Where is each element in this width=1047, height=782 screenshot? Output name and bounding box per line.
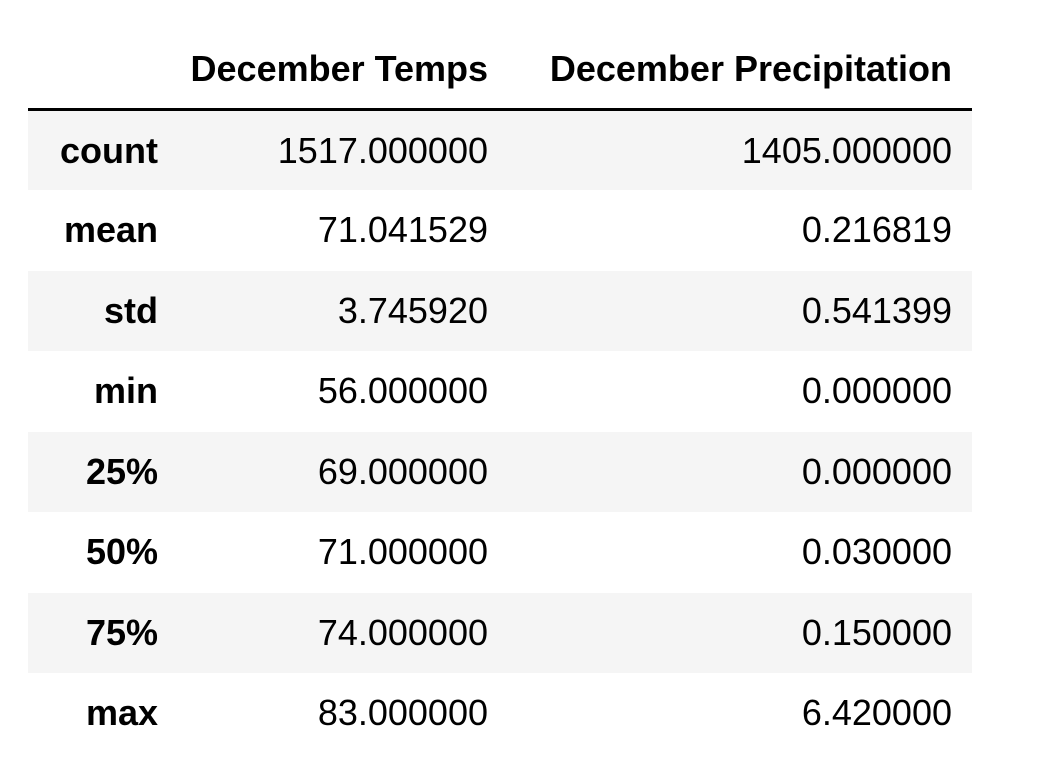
cell-precipitation: 0.216819 bbox=[801, 209, 952, 251]
table-row: max 83.000000 6.420000 bbox=[28, 673, 972, 754]
table-row: min 56.000000 0.000000 bbox=[28, 351, 972, 432]
cell-temps: 69.000000 bbox=[317, 450, 488, 492]
cell-precipitation: 0.541399 bbox=[801, 289, 952, 331]
row-label: 50% bbox=[85, 531, 158, 573]
column-header-december-precipitation: December Precipitation bbox=[508, 30, 972, 111]
cell-precipitation: 0.000000 bbox=[801, 370, 952, 412]
cell-temps: 74.000000 bbox=[317, 611, 488, 653]
cell-precipitation: 1405.000000 bbox=[741, 129, 952, 171]
cell-temps: 71.041529 bbox=[317, 209, 488, 251]
table-row: 25% 69.000000 0.000000 bbox=[28, 431, 972, 512]
cell-precipitation: 0.000000 bbox=[801, 450, 952, 492]
row-label: min bbox=[93, 370, 158, 412]
row-label: count bbox=[60, 129, 158, 171]
row-label: 25% bbox=[85, 450, 158, 492]
row-label: mean bbox=[63, 209, 158, 251]
cell-precipitation: 0.150000 bbox=[801, 611, 952, 653]
table-row: std 3.745920 0.541399 bbox=[28, 270, 972, 351]
row-label: 75% bbox=[85, 611, 158, 653]
cell-temps: 71.000000 bbox=[317, 531, 488, 573]
column-header-december-temps: December Temps bbox=[178, 30, 508, 111]
table-body: count 1517.000000 1405.000000 mean 71.04… bbox=[28, 109, 972, 754]
describe-table: December Temps December Precipitation co… bbox=[28, 30, 972, 754]
cell-temps: 56.000000 bbox=[317, 370, 488, 412]
cell-precipitation: 6.420000 bbox=[801, 692, 952, 734]
dataframe-container: December Temps December Precipitation co… bbox=[28, 30, 972, 754]
table-row: mean 71.041529 0.216819 bbox=[28, 190, 972, 271]
cell-precipitation: 0.030000 bbox=[801, 531, 952, 573]
table-row: 50% 71.000000 0.030000 bbox=[28, 512, 972, 593]
table-row: 75% 74.000000 0.150000 bbox=[28, 592, 972, 673]
header-row: December Temps December Precipitation bbox=[28, 30, 972, 111]
table-row: count 1517.000000 1405.000000 bbox=[28, 109, 972, 190]
table-header: December Temps December Precipitation bbox=[28, 30, 972, 111]
cell-temps: 1517.000000 bbox=[277, 129, 488, 171]
cell-temps: 83.000000 bbox=[317, 692, 488, 734]
cell-temps: 3.745920 bbox=[337, 289, 488, 331]
row-label: std bbox=[104, 289, 158, 331]
row-label: max bbox=[85, 692, 158, 734]
index-header bbox=[28, 30, 178, 111]
